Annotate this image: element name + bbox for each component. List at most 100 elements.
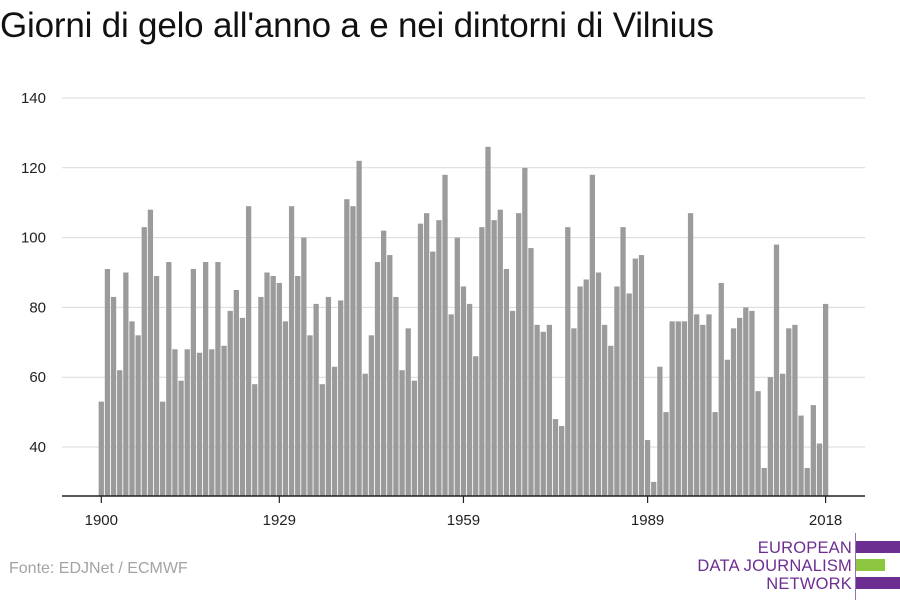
logo-divider	[855, 533, 856, 600]
logo-bar-purple-top	[856, 541, 900, 553]
bar-1980	[589, 174, 595, 496]
bar-1925	[252, 384, 258, 496]
bar-1921	[227, 310, 233, 496]
x-tick-label: 2018	[809, 512, 842, 529]
bar-1968	[516, 213, 522, 497]
bar-1914	[184, 349, 190, 496]
bar-1911	[166, 262, 172, 496]
bar-1995	[681, 321, 688, 496]
bar-1976	[565, 227, 571, 496]
bar-1908	[147, 209, 154, 496]
bar-1934	[307, 335, 313, 496]
bar-1901	[104, 269, 111, 496]
bar-2013	[792, 324, 798, 496]
bar-1909	[153, 275, 160, 496]
bar-1998	[700, 324, 706, 496]
bar-1926	[258, 296, 264, 496]
bar-1910	[160, 401, 166, 496]
bar-2014	[798, 415, 804, 496]
bar-1972	[540, 331, 546, 496]
bar-1935	[313, 303, 319, 496]
bar-1979	[583, 279, 589, 496]
bar-1982	[601, 324, 608, 496]
logo-text-network: NETWORK	[766, 575, 852, 593]
x-tick-label: 1929	[263, 512, 296, 529]
bar-1927	[264, 272, 270, 496]
chart-title: Giorni di gelo all'anno a e nei dintorni…	[0, 6, 714, 45]
bar-1960	[466, 303, 473, 496]
bar-1959	[460, 286, 467, 496]
bar-1918	[209, 349, 215, 496]
bar-1974	[552, 419, 559, 496]
bar-1977	[571, 328, 577, 496]
bar-2002	[724, 359, 731, 496]
bar-1970	[528, 248, 534, 496]
bar-1944	[368, 335, 375, 496]
bar-1997	[694, 314, 700, 496]
bar-1917	[203, 262, 209, 496]
bar-1936	[319, 384, 325, 496]
bar-1945	[374, 262, 381, 496]
bar-1986	[626, 293, 632, 496]
bar-1904	[123, 272, 129, 496]
bar-1949	[399, 370, 405, 496]
bar-1939	[338, 300, 344, 496]
bar-1931	[288, 206, 295, 496]
bar-1964	[491, 220, 497, 496]
bar-1938	[331, 366, 338, 496]
bar-1967	[509, 310, 516, 496]
bar-1940	[344, 199, 350, 496]
bar-2011	[779, 373, 786, 496]
bar-2009	[767, 377, 773, 496]
y-tick-label: 60	[29, 369, 46, 386]
bar-1923	[239, 317, 246, 496]
logo-text-european: EUROPEAN	[757, 539, 852, 557]
bar-1913	[178, 380, 184, 496]
bar-1920	[221, 345, 227, 496]
bar-1989	[644, 440, 651, 496]
bar-1993	[669, 321, 675, 496]
bar-1941	[350, 206, 356, 496]
bars	[98, 146, 829, 497]
bar-1907	[141, 227, 147, 496]
y-tick-label: 120	[21, 160, 46, 177]
bar-1928	[270, 275, 276, 496]
bar-1987	[632, 258, 638, 496]
logo-bar-purple-bottom	[856, 577, 900, 589]
bar-1965	[497, 209, 503, 496]
bar-2017	[816, 443, 823, 496]
bar-1937	[325, 296, 332, 496]
x-tick-label: 1959	[447, 512, 480, 529]
bar-1994	[675, 321, 681, 496]
bar-2010	[773, 244, 780, 496]
bar-1912	[172, 349, 178, 496]
bar-2018	[822, 303, 829, 496]
bar-1990	[651, 481, 657, 496]
bar-1947	[387, 255, 393, 496]
bar-2006	[749, 310, 755, 496]
bar-1958	[454, 237, 460, 496]
bar-1963	[485, 146, 491, 497]
bar-2007	[755, 391, 761, 496]
y-tick-label: 100	[21, 230, 46, 247]
bar-1961	[473, 356, 479, 496]
bar-1957	[448, 314, 454, 496]
bar-1933	[301, 237, 307, 496]
bar-1924	[245, 206, 252, 496]
bar-1992	[663, 412, 669, 496]
bar-1984	[614, 286, 620, 496]
y-tick-label: 80	[29, 299, 46, 316]
bar-1955	[436, 220, 442, 496]
bar-2000	[712, 412, 718, 496]
bar-2004	[737, 317, 743, 496]
edjnet-logo[interactable]: EUROPEAN DATA JOURNALISM NETWORK	[697, 533, 900, 600]
bar-1981	[595, 272, 602, 496]
y-tick-label: 140	[21, 90, 46, 107]
x-tick-label: 1989	[631, 512, 664, 529]
bar-1943	[362, 373, 368, 496]
logo-bar-green	[856, 559, 885, 571]
bar-1978	[577, 286, 583, 496]
bar-1905	[129, 321, 135, 496]
bar-1932	[295, 275, 301, 496]
bar-1983	[608, 345, 614, 496]
